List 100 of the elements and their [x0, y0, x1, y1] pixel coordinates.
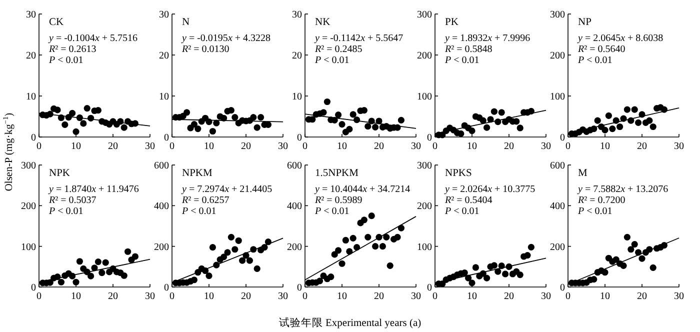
annotation: R² = 0.5848: [444, 44, 492, 55]
annotation: y = 7.2974x + 21.4405: [181, 184, 272, 195]
x-tick-label: 20: [374, 141, 384, 152]
point: [320, 109, 327, 116]
x-tick-label: 30: [145, 141, 155, 152]
y-tick-label: 100: [417, 242, 432, 253]
chart-title: NPKM: [182, 168, 214, 179]
x-tick-label: 20: [637, 141, 647, 152]
point: [72, 128, 80, 135]
point: [620, 262, 627, 269]
point: [364, 234, 372, 240]
chart-title: PK: [445, 17, 459, 28]
point: [602, 269, 608, 276]
point: [246, 257, 253, 264]
point: [91, 264, 98, 272]
annotation: R² = 0.5989: [314, 195, 362, 206]
point: [468, 280, 476, 286]
point: [394, 234, 401, 240]
point: [631, 106, 638, 113]
point: [206, 272, 212, 280]
point: [624, 234, 630, 240]
annotation: R² = 0.2613: [48, 44, 96, 55]
y-tick-label: 600: [287, 160, 302, 172]
point: [228, 107, 234, 114]
point: [120, 124, 128, 131]
point: [631, 241, 638, 248]
y-tick-label: 200: [417, 50, 432, 62]
annotation: R² = 0.0130: [181, 44, 230, 55]
point: [490, 108, 498, 115]
point: [69, 110, 76, 117]
chart-title: 1.5NPKM: [315, 168, 360, 179]
y-tick-label: 100: [550, 92, 565, 102]
annotation: R² = 0.7200: [577, 195, 626, 206]
annotation: y = -0.0195x + 4.3228: [181, 33, 271, 44]
point: [594, 117, 601, 124]
point: [650, 123, 656, 130]
point: [324, 98, 330, 106]
point: [235, 237, 242, 244]
x-tick-label: 20: [374, 291, 384, 302]
annotation: y = 10.4044x + 34.7214: [314, 184, 410, 195]
y-tick-label: 400: [550, 201, 565, 212]
y-tick-label: 0: [31, 132, 36, 144]
y-tick-label: 600: [550, 160, 565, 172]
point: [309, 116, 316, 123]
point: [58, 278, 64, 286]
chart-title: NPKS: [445, 168, 472, 179]
point: [194, 126, 202, 132]
x-tick-label: 20: [108, 291, 118, 302]
y-tick-label: 600: [154, 160, 169, 172]
point: [232, 114, 238, 121]
y-tick-label: 0: [297, 132, 302, 144]
annotation: R² = 0.5640: [577, 44, 626, 55]
point: [602, 126, 608, 134]
x-tick-label: 10: [600, 141, 610, 152]
point: [124, 248, 132, 255]
y-tick-label: 30: [26, 10, 36, 20]
point: [524, 252, 531, 259]
point: [316, 278, 324, 284]
point: [364, 123, 372, 130]
point: [335, 247, 342, 254]
point: [350, 234, 356, 242]
x-tick-label: 20: [241, 141, 251, 152]
y-tick-label: 0: [31, 282, 36, 294]
point: [635, 119, 642, 126]
point: [516, 272, 524, 278]
point: [190, 276, 198, 284]
point: [342, 236, 349, 244]
point: [458, 130, 464, 138]
point: [76, 258, 83, 265]
y-tick-label: 0: [427, 132, 432, 144]
y-tick-label: 0: [560, 282, 565, 294]
y-tick-label: 0: [297, 282, 302, 294]
y-tick-label: 200: [154, 242, 169, 253]
y-tick-label: 300: [417, 10, 432, 20]
point: [102, 259, 109, 266]
annotation: R² = 0.2485: [314, 44, 362, 55]
chart-title: NK: [315, 17, 331, 28]
point: [224, 249, 231, 256]
annotation: R² = 0.5404: [444, 195, 492, 206]
point: [94, 258, 102, 266]
chart-title: NPK: [49, 168, 70, 179]
point: [220, 254, 228, 260]
point: [184, 109, 190, 116]
annotation: y = 1.8932x + 7.9996: [444, 33, 530, 44]
point: [379, 243, 386, 250]
annotation: y = -0.1004x + 5.7516: [48, 33, 138, 44]
chart-title: NP: [578, 17, 592, 28]
y-tick-label: 20: [26, 50, 36, 62]
annotation: P < 0.01: [314, 55, 350, 66]
x-tick-label: 10: [71, 141, 81, 152]
point: [609, 126, 616, 132]
x-tick-label: 10: [204, 141, 214, 152]
point: [335, 112, 342, 118]
point: [331, 251, 338, 258]
point: [461, 269, 468, 276]
y-tick-label: 100: [417, 92, 432, 102]
y-tick-label: 300: [417, 160, 432, 172]
x-tick-label: 30: [145, 291, 155, 302]
y-tick-label: 300: [550, 10, 565, 20]
x-tick-label: 20: [108, 141, 118, 152]
